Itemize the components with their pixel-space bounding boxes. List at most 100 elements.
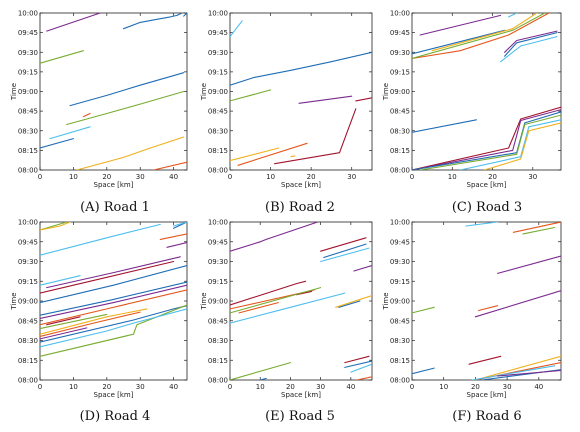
panel-4: 0 10 20 30 40 08:00 08:15 08:30 08:45 09:00 09:15 0… bbox=[10, 219, 188, 424]
x-tick-label: 0 bbox=[228, 173, 232, 181]
x-axis-label: Space [km] bbox=[467, 181, 507, 189]
trajectory-orange bbox=[82, 112, 91, 118]
trajectory-blue bbox=[230, 51, 372, 86]
y-tick-label: 08:15 bbox=[208, 357, 228, 365]
y-tick-label: 08:00 bbox=[18, 377, 38, 385]
x-tick-label: 20 bbox=[307, 173, 316, 181]
trajectory-darkred bbox=[46, 316, 81, 326]
x-axis-label: Space [km] bbox=[281, 181, 321, 189]
trajectory-cyan bbox=[230, 292, 346, 324]
trajectory-cyan bbox=[40, 275, 81, 286]
x-tick-label: 30 bbox=[136, 383, 145, 391]
trajectory-cyan bbox=[350, 363, 372, 373]
trajectory-darkred bbox=[274, 108, 357, 165]
y-tick-label: 09:45 bbox=[18, 238, 38, 246]
x-tick-label: 40 bbox=[534, 383, 543, 391]
y-tick-label: 09:45 bbox=[208, 29, 228, 37]
trajectory-blue bbox=[259, 377, 267, 380]
trajectory-cyan bbox=[465, 222, 499, 227]
trajectory-cyan bbox=[173, 222, 187, 227]
trajectory-cyan bbox=[471, 365, 556, 380]
x-tick-label: 30 bbox=[347, 173, 356, 181]
trajectory-darkred bbox=[320, 237, 367, 252]
y-tick-label: 08:00 bbox=[208, 167, 228, 175]
trajectory-green bbox=[40, 50, 84, 64]
y-tick-label: 09:15 bbox=[390, 278, 410, 286]
y-tick-label: 09:00 bbox=[390, 298, 410, 306]
y-tick-label: 09:15 bbox=[208, 278, 228, 286]
y-tick-label: 10:00 bbox=[390, 10, 410, 18]
trajectory-green bbox=[230, 287, 322, 314]
trajectory-yellow bbox=[474, 355, 561, 380]
trajectory-cyan bbox=[230, 20, 243, 38]
trajectory-darkred bbox=[412, 106, 561, 170]
trajectory-purple bbox=[40, 284, 187, 319]
trajectories bbox=[230, 222, 372, 380]
y-tick-label: 08:00 bbox=[390, 377, 410, 385]
panel-1: 0 10 20 30 40 08:00 08:15 08:30 08:45 09:00 09:15 0… bbox=[10, 10, 188, 215]
plot-frame bbox=[39, 12, 188, 171]
trajectory-purple bbox=[40, 327, 88, 340]
y-tick-label: 09:45 bbox=[18, 29, 38, 37]
panel-caption: (B) Road 2 bbox=[265, 200, 335, 215]
panel-5: 0 10 20 30 40 08:00 08:15 08:30 08:45 09:00 09:15 0… bbox=[200, 219, 373, 424]
trajectory-cyan bbox=[320, 247, 370, 263]
y-tick-label: 08:15 bbox=[18, 357, 38, 365]
trajectory-yellow bbox=[335, 294, 372, 308]
trajectory-cyan bbox=[40, 308, 187, 348]
x-tick-label: 0 bbox=[38, 383, 42, 391]
trajectory-yellow bbox=[290, 155, 296, 158]
trajectory-blue bbox=[344, 360, 372, 368]
plot-frame bbox=[411, 12, 562, 171]
trajectory-cyan bbox=[459, 119, 561, 170]
trajectory-purple bbox=[497, 369, 561, 377]
y-tick-label: 08:45 bbox=[18, 108, 38, 116]
trajectory-cyan bbox=[508, 13, 518, 18]
trajectory-green bbox=[40, 313, 108, 330]
trajectory-blue bbox=[122, 13, 183, 30]
trajectory-blue bbox=[40, 138, 74, 149]
panel-caption: (A) Road 1 bbox=[80, 200, 150, 215]
trajectory-blue bbox=[323, 243, 367, 259]
y-tick-label: 08:00 bbox=[208, 377, 228, 385]
y-tick-label: 08:45 bbox=[208, 317, 228, 325]
y-tick-label: 09:30 bbox=[390, 49, 410, 57]
y-axis-label: Time bbox=[10, 292, 18, 310]
y-tick-label: 09:15 bbox=[18, 278, 38, 286]
trajectory-purple bbox=[166, 241, 187, 248]
trajectory-blue bbox=[504, 32, 558, 57]
trajectory-cyan bbox=[49, 126, 91, 140]
x-tick-label: 10 bbox=[69, 173, 78, 181]
trajectory-orange bbox=[40, 311, 141, 338]
x-axis-label: Space [km] bbox=[94, 181, 134, 189]
trajectory-darkred bbox=[344, 355, 370, 364]
panel-2: 0 10 20 30 08:00 08:15 08:30 08:45 09:00 09:15 09:… bbox=[200, 10, 373, 215]
trajectory-yellow bbox=[40, 222, 71, 231]
trajectory-blue bbox=[69, 72, 185, 107]
y-tick-label: 09:45 bbox=[208, 238, 228, 246]
x-tick-label: 0 bbox=[228, 383, 232, 391]
x-tick-label: 10 bbox=[266, 173, 275, 181]
trajectory-green bbox=[522, 226, 556, 235]
y-axis-label: Time bbox=[382, 83, 390, 101]
y-tick-label: 09:00 bbox=[208, 298, 228, 306]
y-tick-label: 09:30 bbox=[18, 258, 38, 266]
trajectories bbox=[40, 222, 187, 357]
x-axis-label: Space [km] bbox=[94, 391, 134, 399]
trajectory-blue bbox=[183, 13, 187, 17]
trajectory-orange bbox=[512, 222, 561, 233]
x-tick-label: 40 bbox=[169, 383, 178, 391]
panel-caption: (E) Road 5 bbox=[265, 409, 335, 424]
trajectory-purple bbox=[497, 255, 561, 274]
trajectory-blue bbox=[412, 367, 435, 375]
x-tick-label: 30 bbox=[503, 383, 512, 391]
x-tick-label: 10 bbox=[439, 383, 448, 391]
plot-frame bbox=[39, 221, 188, 381]
y-tick-label: 08:15 bbox=[390, 357, 410, 365]
trajectory-blue bbox=[40, 264, 187, 304]
trajectory-green bbox=[66, 90, 185, 126]
trajectory-green bbox=[412, 13, 546, 60]
plot-frame bbox=[411, 221, 562, 381]
x-tick-label: 30 bbox=[316, 383, 325, 391]
y-tick-label: 08:30 bbox=[390, 337, 410, 345]
